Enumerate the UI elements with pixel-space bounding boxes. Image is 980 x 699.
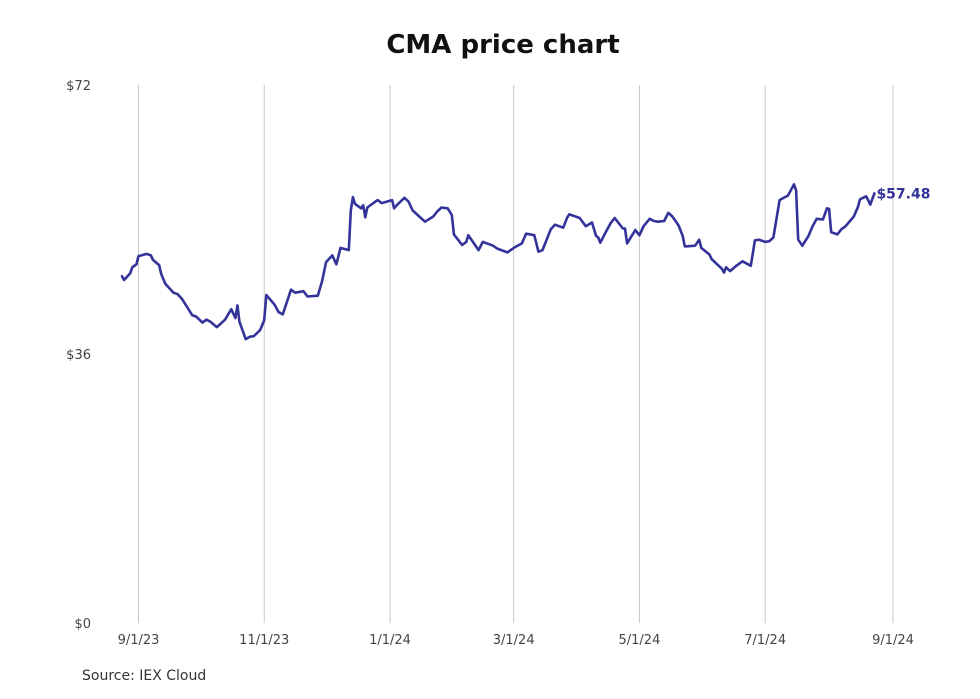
y-tick-label: $0	[74, 617, 91, 632]
x-tick-label: 1/1/24	[369, 633, 411, 648]
x-axis-ticks: 9/1/23 11/1/23 1/1/24 3/1/24 5/1/24 7/1/24 9/1…	[118, 633, 914, 648]
x-tick-label: 11/1/23	[239, 633, 289, 648]
x-tick-label: 9/1/24	[872, 633, 914, 648]
source-note: Source: IEX Cloud	[82, 668, 207, 684]
y-tick-label: $72	[66, 79, 91, 94]
last-value-annotation: $57.48	[876, 186, 930, 202]
x-tick-label: 5/1/24	[619, 633, 661, 648]
gridlines	[137, 85, 894, 623]
price-line	[120, 183, 876, 341]
y-tick-label: $36	[66, 348, 91, 363]
x-tick-label: 3/1/24	[493, 633, 535, 648]
price-series	[120, 183, 876, 341]
chart-title: CMA price chart	[386, 30, 620, 60]
y-axis-ticks: $0 $36 $72	[66, 79, 91, 632]
x-tick-label: 7/1/24	[744, 633, 786, 648]
last-value-label: $57.48	[876, 186, 930, 202]
x-tick-label: 9/1/23	[118, 633, 160, 648]
